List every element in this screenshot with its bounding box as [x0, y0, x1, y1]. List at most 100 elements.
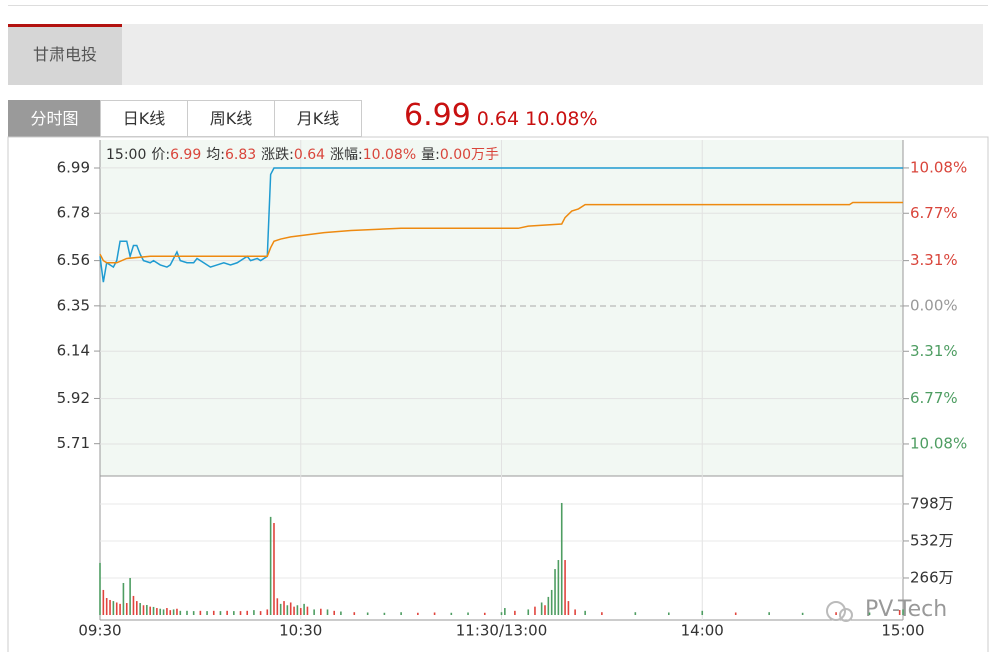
volume-bar [279, 603, 282, 615]
y-tick-label: 6.78 [57, 204, 90, 222]
volume-bar [269, 516, 272, 615]
y-tick-label: 6.35 [57, 296, 90, 314]
volume-bar [527, 609, 530, 615]
volume-tick-label: 532万 [910, 531, 954, 549]
volume-bar [584, 610, 586, 615]
volume-bar [132, 595, 135, 615]
volume-bar [467, 612, 469, 615]
volume-bar [289, 602, 292, 615]
volume-bar [574, 609, 576, 615]
volume-bar [172, 609, 175, 615]
info-label: 涨幅: [330, 147, 363, 163]
x-tick-label: 10:30 [279, 622, 322, 640]
y2-tick-label: 3.31% [910, 342, 958, 360]
y-tick-label: 6.56 [57, 251, 90, 269]
volume-bar [340, 611, 342, 615]
volume-bar [701, 610, 704, 615]
x-tick-label: 11:30/13:00 [456, 622, 548, 640]
y2-tick-label: 10.08% [910, 434, 967, 452]
volume-bar [902, 609, 904, 615]
volume-bar [162, 609, 165, 615]
info-label: 价: [151, 147, 170, 163]
volume-bar [306, 606, 309, 615]
volume-bar [540, 602, 543, 615]
volume-bar [159, 608, 162, 615]
volume-bar [146, 604, 148, 615]
button[interactable]: 分时图 [8, 100, 101, 137]
volume-bar [122, 582, 125, 615]
volume-bar [514, 610, 516, 615]
y-tick-label: 5.92 [57, 389, 90, 407]
volume-bar [212, 610, 215, 615]
volume-bar [233, 611, 235, 615]
y2-tick-label: 6.77% [910, 389, 958, 407]
volume-bar [550, 589, 553, 615]
volume-bar [734, 612, 737, 615]
volume-bar [504, 608, 506, 615]
volume-bar [149, 606, 151, 615]
info-label: 涨跌: [261, 147, 294, 163]
volume-bar [835, 612, 837, 615]
volume-bar [601, 612, 603, 615]
price-line [99, 167, 903, 283]
volume-bar [296, 605, 299, 615]
volume-bar [186, 610, 188, 615]
volume-bar [333, 610, 336, 615]
info-value: 6.83 [225, 147, 256, 163]
volume-bar [557, 560, 560, 615]
y-tick-label: 6.14 [57, 342, 90, 360]
volume-bar [383, 612, 386, 615]
volume-bar [554, 569, 556, 615]
volume-bar [129, 577, 131, 615]
volume-bar [112, 601, 115, 615]
volume-bar [192, 611, 195, 615]
watermark-icon [826, 601, 853, 622]
divider [8, 5, 988, 6]
volume-bar [303, 603, 305, 615]
volume-bar [634, 612, 637, 615]
tab-bar: 甘肃电投 [8, 24, 983, 85]
button[interactable]: 周K线 [187, 100, 275, 137]
volume-bar [768, 612, 770, 615]
volume-bar [115, 602, 118, 615]
volume-bar [136, 601, 138, 615]
volume-bar [169, 610, 172, 615]
volume-bar [326, 609, 329, 615]
volume-bar [353, 612, 356, 615]
y2-tick-label: 3.31% [910, 251, 958, 269]
volume-bar [179, 610, 182, 615]
volume-bar [500, 612, 503, 615]
volume-bar [667, 612, 670, 615]
volume-bar [564, 560, 566, 615]
change-pct: 10.08% [525, 108, 598, 130]
quote: 6.99 0.64 10.08% [404, 98, 598, 133]
volume-bar [547, 596, 550, 615]
info-line: 15:00 价:6.99 均:6.83 涨跌:0.64 涨幅:10.08% 量:0.00万… [106, 147, 499, 163]
volume-bar [433, 612, 436, 615]
watermark: PV-Tech [865, 597, 947, 622]
volume-tick-label: 266万 [910, 568, 954, 586]
volume-bar [276, 598, 279, 615]
info-label: 量: [421, 147, 440, 163]
volume-bar [320, 608, 322, 615]
volume-bar [868, 612, 871, 615]
volume-bar [109, 599, 111, 615]
volume-bar [544, 605, 546, 615]
volume-bar [226, 610, 228, 615]
x-tick-label: 15:00 [881, 622, 924, 640]
volume-bar [299, 608, 302, 615]
volume-bar [293, 606, 295, 615]
volume-bar [176, 608, 178, 615]
volume-bar [483, 612, 486, 615]
change: 0.64 [476, 108, 520, 130]
volume-bar [142, 605, 145, 615]
volume-bar [166, 608, 168, 615]
y2-tick-label: 6.77% [910, 204, 958, 222]
info-value: 6.99 [170, 147, 201, 163]
volume-bar [125, 603, 128, 615]
y2-tick-label: 10.08% [910, 158, 967, 176]
tab[interactable]: 甘肃电投 [8, 24, 122, 85]
info-value: 0.64 [294, 147, 325, 163]
